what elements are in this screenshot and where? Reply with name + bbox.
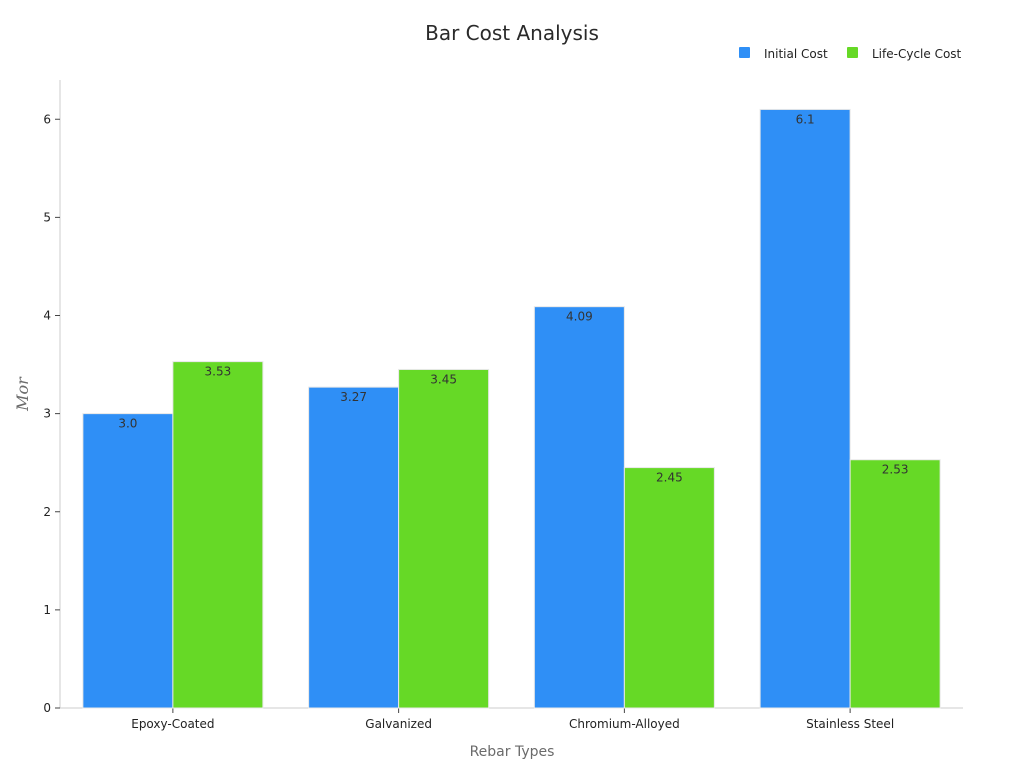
- y-axis-title: Mor: [13, 376, 32, 412]
- y-tick-label: 1: [43, 603, 51, 617]
- y-tick-label: 6: [43, 112, 51, 126]
- x-tick-label: Epoxy-Coated: [131, 717, 214, 731]
- y-tick-label: 0: [43, 701, 51, 715]
- legend-swatch: [739, 47, 750, 58]
- data-label: 3.53: [205, 365, 232, 379]
- x-tick-label: Stainless Steel: [806, 717, 894, 731]
- y-tick-label: 2: [43, 505, 51, 519]
- plot-area: 0 1 2 3 4 5 6 Epoxy-Coated 3.0 3.53 Galvanized 3.27…: [43, 80, 963, 731]
- bar-initial-cost[interactable]: [82, 413, 174, 709]
- data-label: 3.27: [340, 390, 367, 404]
- data-label: 4.09: [566, 310, 593, 324]
- chart-title: Bar Cost Analysis: [425, 21, 599, 45]
- y-tick-label: 5: [43, 210, 51, 224]
- data-label: 3.0: [118, 417, 137, 431]
- data-label: 2.53: [882, 463, 909, 477]
- legend-label[interactable]: Initial Cost: [764, 47, 828, 61]
- legend-swatch: [847, 47, 858, 58]
- legend: Initial Cost Life-Cycle Cost: [739, 47, 962, 61]
- data-label: 2.45: [656, 471, 683, 485]
- data-label: 3.45: [430, 372, 457, 386]
- bar-life-cycle-cost[interactable]: [398, 368, 490, 709]
- bar-initial-cost[interactable]: [759, 108, 851, 709]
- data-label: 6.1: [796, 112, 815, 126]
- bar-life-cycle-cost[interactable]: [172, 361, 264, 709]
- y-tick-label: 3: [43, 407, 51, 421]
- bar-life-cycle-cost[interactable]: [849, 459, 941, 709]
- x-axis-title: Rebar Types: [470, 744, 555, 760]
- x-tick-label: Galvanized: [365, 717, 432, 731]
- bar-initial-cost[interactable]: [533, 306, 625, 709]
- legend-label[interactable]: Life-Cycle Cost: [872, 47, 962, 61]
- bar-life-cycle-cost[interactable]: [623, 467, 715, 709]
- bar-initial-cost[interactable]: [308, 386, 400, 709]
- x-tick-label: Chromium-Alloyed: [569, 717, 680, 731]
- y-tick-label: 4: [43, 309, 51, 323]
